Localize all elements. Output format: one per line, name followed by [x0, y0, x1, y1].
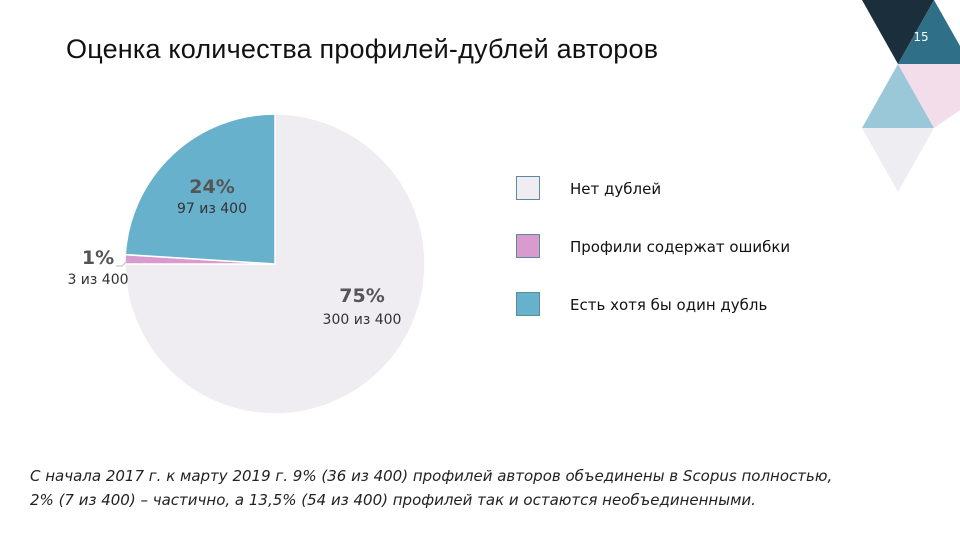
- pie-slice-no-duplicates: [124, 113, 426, 415]
- deco-triangle-pink: [898, 64, 960, 128]
- deco-triangle-grey: [862, 128, 934, 192]
- page-number: 15: [913, 30, 929, 44]
- data-label-count-duplicates: 97 из 400: [177, 201, 247, 217]
- data-label-count-errors: 3 из 400: [67, 272, 128, 288]
- legend-label-duplicates: Есть хотя бы один дубль: [570, 296, 768, 314]
- legend-swatch-duplicates: [516, 292, 540, 316]
- legend-item-no-duplicates: Нет дублей: [516, 176, 916, 202]
- data-label-percent-duplicates: 24%: [189, 176, 234, 198]
- legend-item-errors: Профили содержат ошибки: [516, 234, 916, 260]
- legend-swatch-no-duplicates: [516, 176, 540, 200]
- deco-triangle-teal: [898, 0, 960, 64]
- legend-label-no-duplicates: Нет дублей: [570, 180, 662, 198]
- footnote: С начала 2017 г. к марту 2019 г. 9% (36 …: [30, 464, 930, 512]
- footnote-line-2: 2% (7 из 400) – частично, а 13,5% (54 из…: [30, 491, 756, 509]
- pie-slice-duplicates: [124, 113, 276, 265]
- deco-triangle-light-blue: [862, 64, 934, 128]
- legend-swatch-errors: [516, 234, 540, 258]
- data-label-count-no-duplicates: 300 из 400: [323, 312, 402, 328]
- leader-line-errors: [116, 259, 130, 267]
- data-label-percent-errors: 1%: [82, 247, 114, 269]
- data-label-percent-no-duplicates: 75%: [339, 285, 384, 307]
- page-title: Оценка количества профилей-дублей авторо…: [66, 34, 659, 64]
- deco-triangle-dark: [862, 0, 934, 64]
- legend-label-errors: Профили содержат ошибки: [570, 238, 791, 256]
- legend-item-duplicates: Есть хотя бы один дубль: [516, 292, 916, 318]
- footnote-line-1: С начала 2017 г. к марту 2019 г. 9% (36 …: [30, 467, 833, 485]
